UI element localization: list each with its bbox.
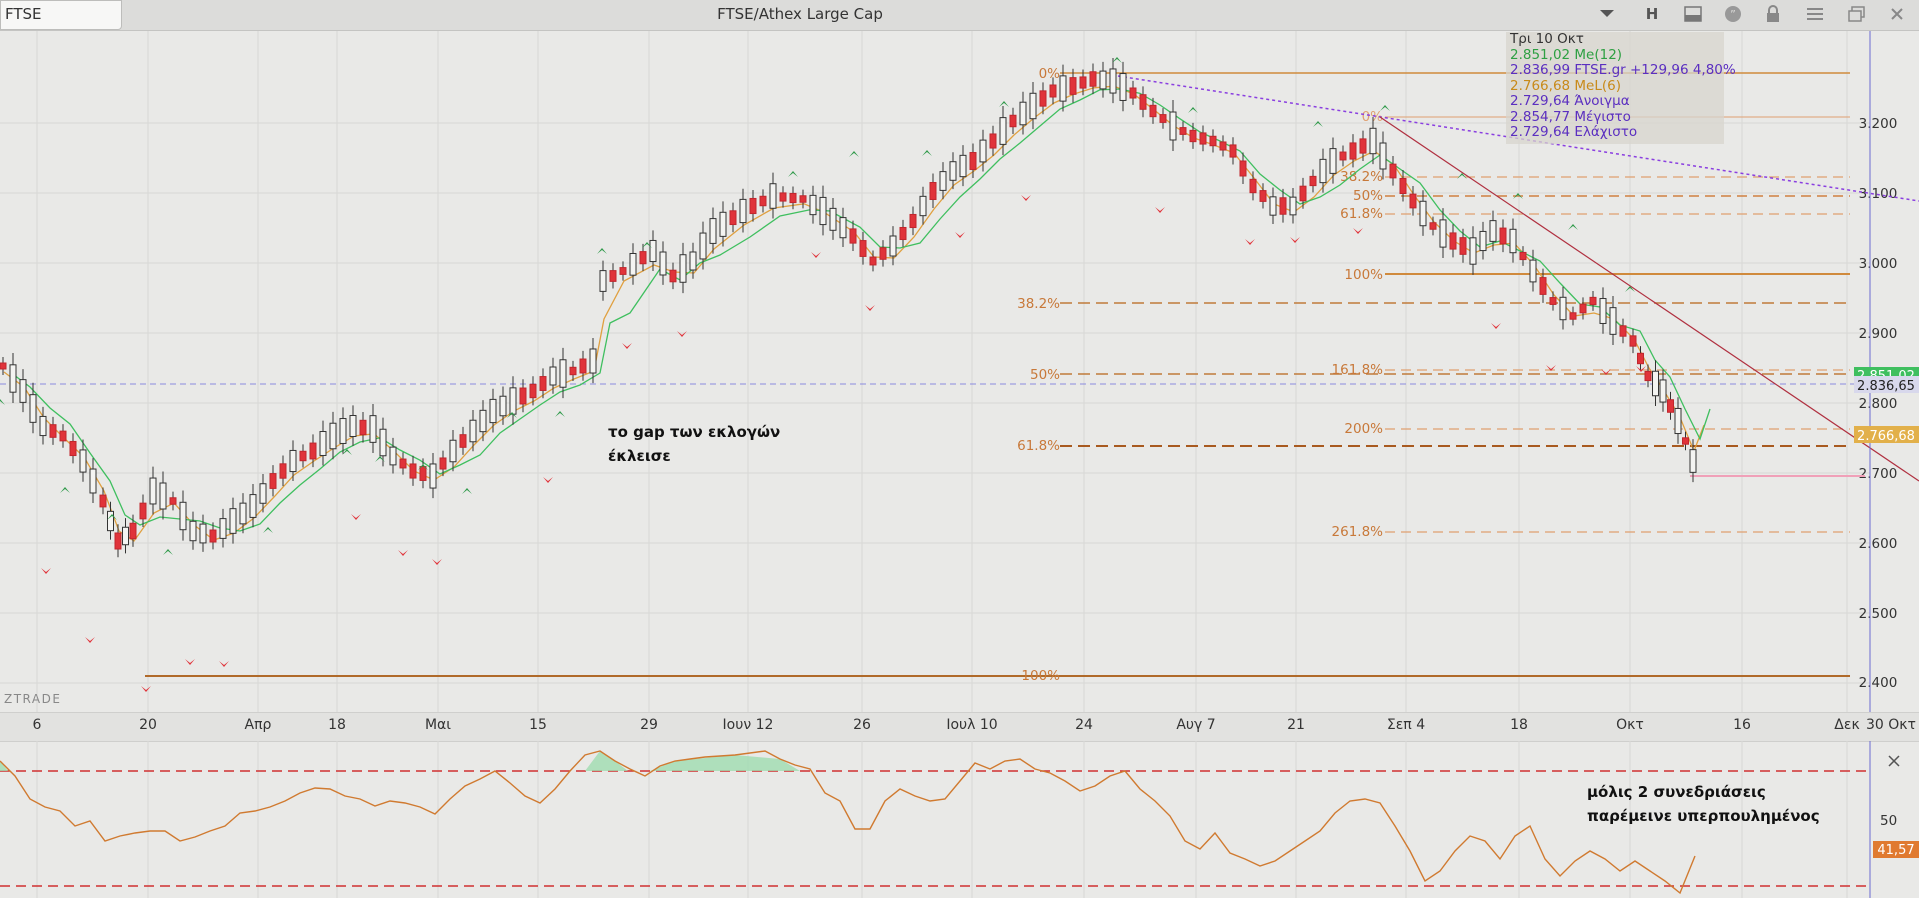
x-tick: Αυγ 7 bbox=[1176, 717, 1216, 733]
chart-toolbar: FTSE FTSE/Athex Large Cap H ” bbox=[0, 0, 1919, 31]
fib-left-label: 100% bbox=[1021, 668, 1060, 684]
fib-right-label: 61.8% bbox=[1340, 206, 1383, 222]
x-tick: 29 bbox=[640, 717, 658, 733]
x-tick: Ιουν 12 bbox=[722, 717, 774, 733]
price-badge: 2.836,65 bbox=[1857, 379, 1915, 394]
y-tick: 3.200 bbox=[1859, 116, 1898, 132]
y-tick: 2.400 bbox=[1859, 675, 1898, 691]
legend-open: 2.729,64 Άνοιγμα bbox=[1510, 93, 1630, 109]
fib-left-label: 38.2% bbox=[1017, 296, 1060, 312]
trendline-red[interactable] bbox=[1379, 116, 1919, 482]
y-tick: 2.800 bbox=[1859, 396, 1898, 412]
lock-button[interactable] bbox=[1756, 0, 1790, 28]
x-axis: 6 20 Απρ 18 Μαι 15 29 Ιουν 12 26 Ιουλ 10… bbox=[0, 712, 1919, 742]
quote-icon: ” bbox=[1725, 6, 1741, 22]
x-tick: 30 Οκτ bbox=[1866, 717, 1916, 733]
fib-right-label: 50% bbox=[1353, 188, 1383, 204]
y-axis: 3.200 3.100 3.000 2.900 2.800 2.700 2.60… bbox=[1859, 116, 1898, 691]
h-button[interactable]: H bbox=[1645, 5, 1659, 23]
chart-title: FTSE/Athex Large Cap bbox=[717, 5, 883, 23]
legend-date: Τρι 10 Οκτ bbox=[1510, 31, 1584, 47]
symbol-value: FTSE bbox=[5, 5, 42, 23]
x-tick: Σεπ 4 bbox=[1386, 717, 1426, 733]
x-tick: Ιουλ 10 bbox=[946, 717, 998, 733]
legend-high: 2.854,77 Μέγιστο bbox=[1510, 108, 1631, 125]
y-tick: 2.500 bbox=[1859, 606, 1898, 622]
panel-icon bbox=[1684, 6, 1702, 22]
x-tick: 18 bbox=[1510, 717, 1528, 733]
legend-low: 2.729,64 Ελάχιστο bbox=[1510, 124, 1638, 140]
price-legend: Τρι 10 Οκτ 2.851,02 Me(12) 2.836,99 FTSE… bbox=[1506, 31, 1736, 144]
y-tick: 2.600 bbox=[1859, 536, 1898, 552]
x-tick: Οκτ bbox=[1616, 717, 1644, 733]
restore-window-icon bbox=[1848, 6, 1865, 22]
x-tick: 18 bbox=[328, 717, 346, 733]
menu-icon bbox=[1807, 8, 1823, 20]
legend-ma6: 2.766,68 MeL(6) bbox=[1510, 77, 1622, 94]
quote-button[interactable]: ” bbox=[1716, 0, 1750, 28]
close-window-button[interactable] bbox=[1880, 0, 1914, 28]
oversold-annotation: μόλις 2 συνεδριάσεις παρέμεινε υπερπουλη… bbox=[1587, 783, 1820, 825]
fib-right-label: 200% bbox=[1344, 421, 1383, 437]
ma6-badge: 2.766,68 bbox=[1857, 429, 1915, 444]
signal-arrows bbox=[0, 57, 1646, 692]
fib-left-label: 50% bbox=[1030, 367, 1060, 383]
close-icon bbox=[1888, 755, 1900, 767]
chevron-down-icon bbox=[1600, 10, 1614, 17]
oscillator-grid bbox=[36, 741, 1848, 898]
lock-icon bbox=[1767, 5, 1779, 22]
watermark: ZTRADE bbox=[4, 692, 61, 706]
panel-button[interactable] bbox=[1676, 0, 1710, 28]
symbol-input[interactable]: FTSE bbox=[0, 0, 122, 30]
candlesticks bbox=[0, 58, 1697, 558]
fib-left-label: 61.8% bbox=[1017, 438, 1060, 454]
x-tick: 6 bbox=[32, 717, 42, 733]
x-tick: 16 bbox=[1733, 717, 1751, 733]
fib-right-label: 161.8% bbox=[1332, 362, 1384, 378]
fibonacci-retracement-left[interactable]: 0% 38.2% 50% 61.8% 100% bbox=[145, 66, 1850, 684]
fib-right-label: 0% bbox=[1362, 109, 1384, 125]
overbought-fill bbox=[0, 751, 800, 771]
x-tick: 26 bbox=[853, 717, 871, 733]
close-icon bbox=[1891, 8, 1903, 20]
x-tick: Απρ bbox=[244, 717, 272, 733]
oscillator-value-badge: 41,57 bbox=[1877, 843, 1914, 858]
y-tick: 2.700 bbox=[1859, 466, 1898, 482]
close-panel-button[interactable] bbox=[1888, 755, 1900, 767]
gap-annotation: το gap των εκλογών έκλεισε bbox=[608, 423, 781, 465]
oscillator-level-label: 50 bbox=[1880, 813, 1897, 829]
legend-price: 2.836,99 FTSE.gr +129,96 4,80% bbox=[1510, 62, 1736, 78]
restore-window-button[interactable] bbox=[1840, 0, 1874, 28]
oscillator-line bbox=[0, 750, 1696, 895]
symbol-dropdown-button[interactable] bbox=[1590, 0, 1624, 28]
price-badges: 2.851,02 2.836,65 2.766,68 bbox=[1854, 367, 1919, 444]
fib-left-label: 0% bbox=[1039, 66, 1061, 82]
svg-text:”: ” bbox=[1730, 8, 1736, 21]
menu-button[interactable] bbox=[1798, 0, 1832, 28]
fib-right-label: 38.2% bbox=[1340, 169, 1383, 185]
oscillator-panel[interactable]: 50 41,57 bbox=[0, 741, 1919, 898]
fib-right-label: 100% bbox=[1344, 267, 1383, 283]
legend-ma12: 2.851,02 Me(12) bbox=[1510, 46, 1623, 63]
fib-right-label: 261.8% bbox=[1332, 524, 1384, 540]
y-tick: 2.900 bbox=[1859, 326, 1898, 342]
x-tick: 24 bbox=[1075, 717, 1093, 733]
x-tick: 15 bbox=[529, 717, 547, 733]
x-tick: Μαι bbox=[424, 717, 452, 733]
x-tick: 20 bbox=[139, 717, 157, 733]
x-tick: Δεκ bbox=[1834, 717, 1860, 733]
fibonacci-extension-right[interactable]: 0% 38.2% 50% 61.8% 100% 161.8% 200% 261.… bbox=[1332, 109, 1850, 540]
y-tick: 3.000 bbox=[1859, 256, 1898, 272]
x-tick: 21 bbox=[1287, 717, 1305, 733]
